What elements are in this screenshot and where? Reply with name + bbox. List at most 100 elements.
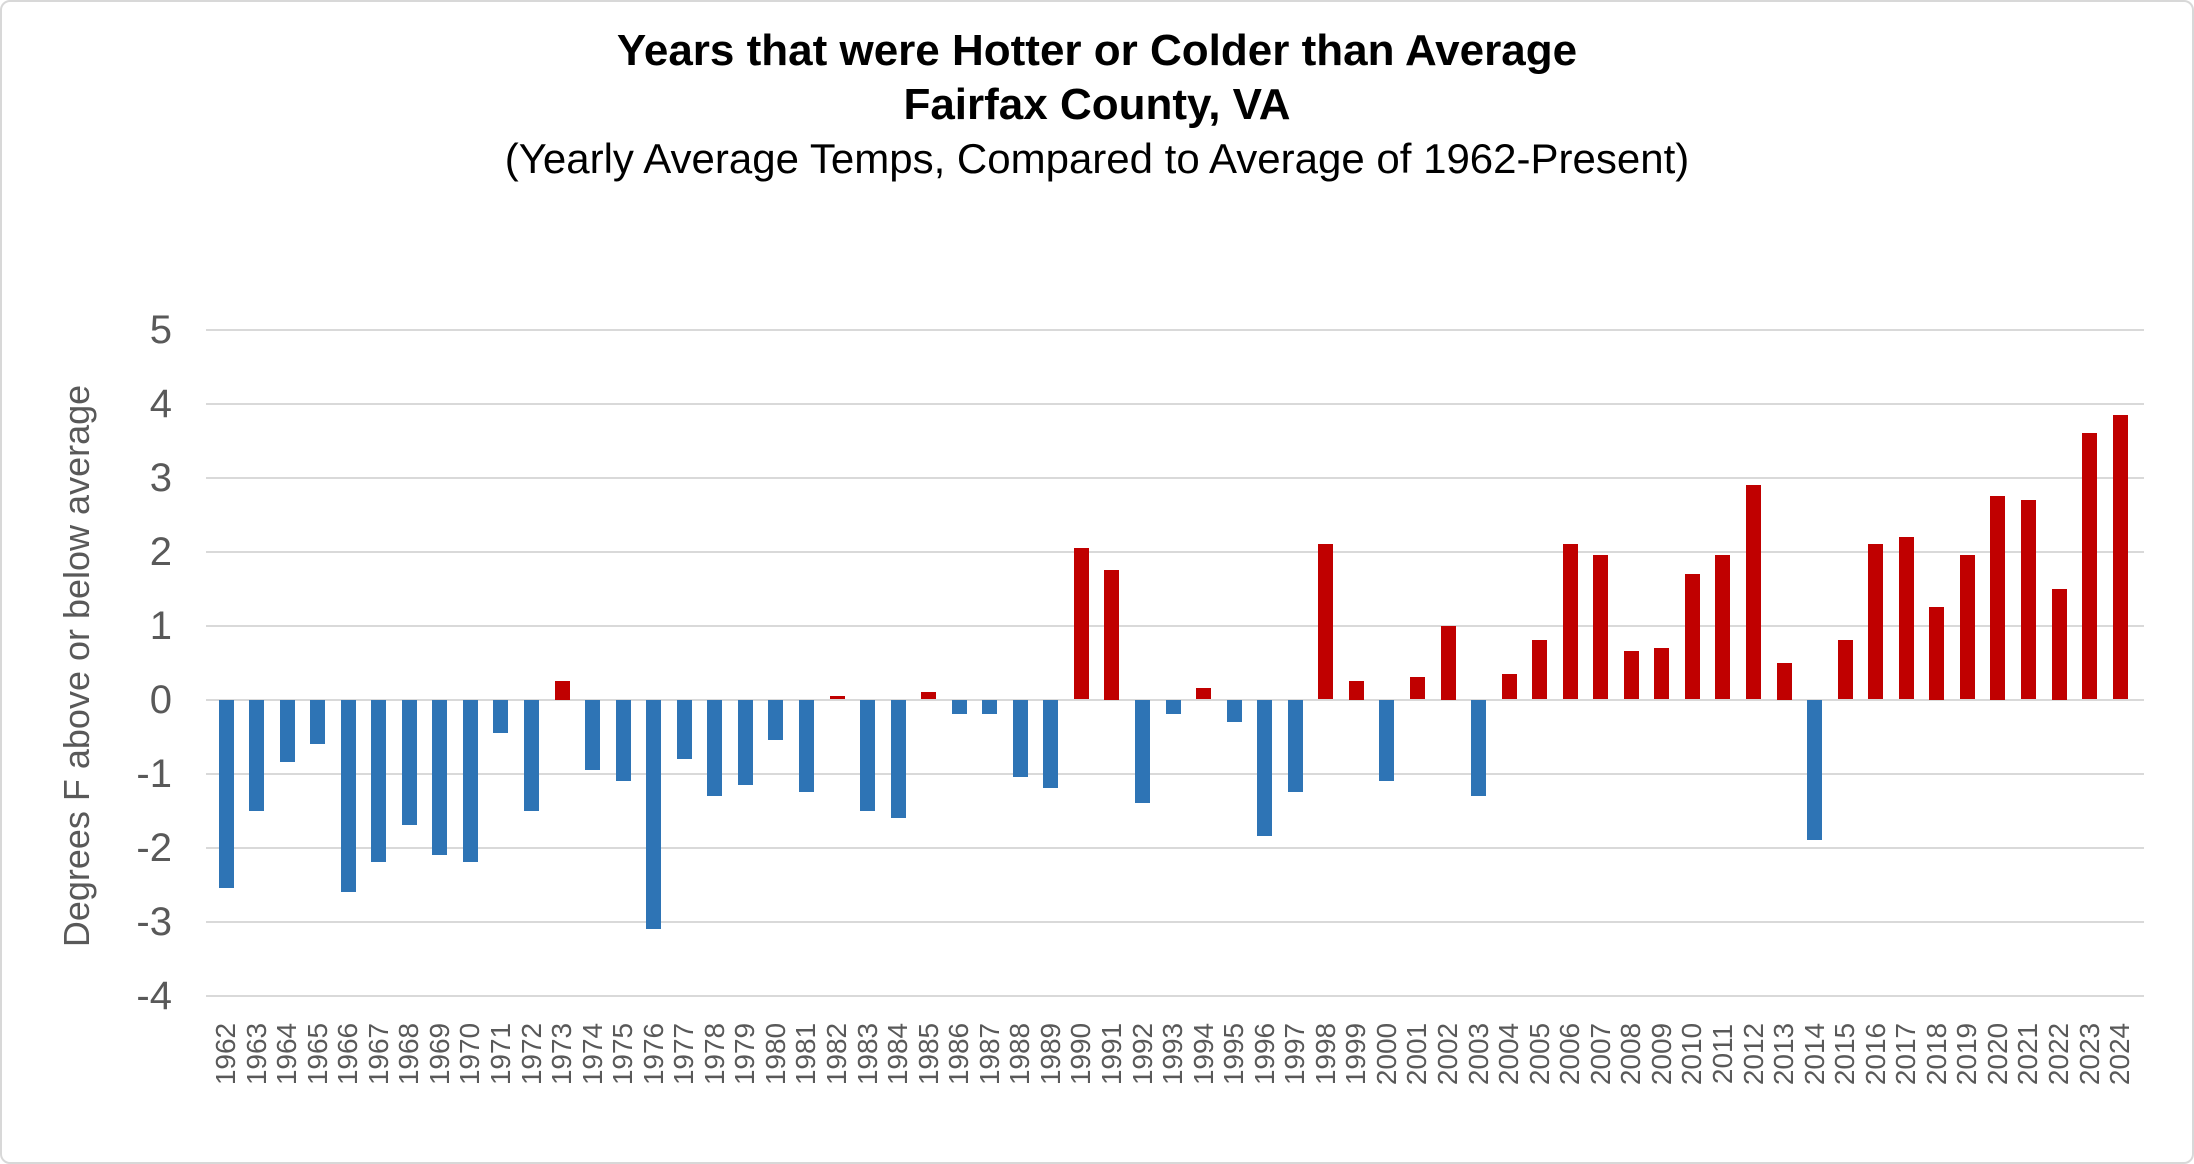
gridline-1 [206,624,2144,627]
x-label-2003: 2003 [1462,1022,1494,1086]
x-label-1986: 1986 [943,1022,975,1086]
y-tick-label-1: 1 [149,603,172,648]
gridline-4 [206,402,2144,405]
x-label-2011: 2011 [1706,1023,1738,1085]
bar-1999 [1348,681,1364,700]
x-label-1972: 1972 [515,1022,547,1086]
x-label-2024: 2024 [2104,1022,2136,1086]
bar-2011 [1715,555,1731,700]
x-label-2020: 2020 [1981,1022,2013,1086]
x-label-1978: 1978 [698,1022,730,1086]
chart-title-line-2: Fairfax County, VA [903,80,1291,129]
x-label-2000: 2000 [1370,1022,1402,1086]
bar-1970 [462,699,478,863]
x-label-2004: 2004 [1493,1022,1525,1086]
gridline-3 [206,476,2144,479]
x-label-1970: 1970 [454,1022,486,1086]
y-tick-label--3: -3 [136,899,172,944]
bar-1982 [829,695,845,700]
bar-1987 [982,699,998,715]
bar-1994 [1196,688,1212,700]
x-label-2022: 2022 [2043,1022,2074,1086]
bar-2020 [1990,496,2006,700]
x-label-1993: 1993 [1157,1022,1189,1086]
bar-2004 [1501,673,1517,700]
x-label-1989: 1989 [1034,1022,1066,1086]
bar-2016 [1868,544,1884,700]
y-tick-label--2: -2 [136,825,172,870]
x-label-1999: 1999 [1340,1022,1372,1086]
bar-1972 [524,699,539,811]
bar-2009 [1654,647,1670,700]
bar-2019 [1959,555,1975,700]
x-label-1965: 1965 [301,1022,333,1086]
bar-1967 [371,699,387,863]
y-tick-label-4: 4 [149,381,172,426]
x-label-2015: 2015 [1829,1022,1861,1086]
x-label-1963: 1963 [240,1022,272,1086]
bar-2018 [1929,607,1945,700]
chart-title-line-1: Years that were Hotter or Colder than Av… [616,26,1578,75]
bar-2005 [1532,640,1548,700]
bar-1992 [1135,699,1150,804]
x-label-1979: 1979 [729,1022,761,1086]
chart-subtitle: (Yearly Average Temps, Compared to Avera… [504,135,1690,182]
x-label-1983: 1983 [851,1022,883,1086]
bar-1979 [737,699,753,785]
x-label-2019: 2019 [1951,1022,1983,1086]
x-label-2021: 2021 [2012,1022,2044,1086]
x-label-1995: 1995 [1218,1022,1250,1086]
bar-1975 [615,699,631,781]
bar-1973 [554,681,570,700]
bar-1986 [951,699,967,715]
bar-2022 [2051,588,2067,700]
bar-1998 [1318,544,1334,700]
x-label-1969: 1969 [423,1022,455,1086]
y-tick-label--4: -4 [136,973,172,1018]
gridline--2 [206,846,2144,849]
x-label-1981: 1981 [790,1022,822,1086]
x-label-1975: 1975 [607,1022,639,1086]
bar-1997 [1287,699,1303,792]
gridline--3 [206,920,2144,923]
bar-1988 [1012,699,1028,778]
bar-2014 [1807,699,1823,841]
bar-1981 [798,699,814,792]
x-label-1985: 1985 [912,1022,944,1086]
x-label-2023: 2023 [2073,1022,2105,1086]
bar-2006 [1562,544,1578,700]
bar-2017 [1898,536,1914,700]
x-label-1990: 1990 [1065,1022,1097,1086]
x-label-1966: 1966 [332,1022,364,1086]
x-label-1964: 1964 [271,1022,303,1086]
bar-1974 [585,699,601,770]
bar-1995 [1226,699,1242,722]
bar-1984 [890,699,906,818]
bar-1971 [493,699,509,733]
bar-2023 [2082,433,2098,700]
bar-2015 [1837,640,1853,700]
gridline--4 [206,994,2144,997]
y-tick-label-3: 3 [149,455,172,500]
x-label-2017: 2017 [1890,1022,1922,1086]
bar-1976 [646,699,662,929]
x-label-1998: 1998 [1309,1022,1341,1086]
bar-2010 [1684,573,1700,700]
bar-1966 [340,699,356,892]
bar-2024 [2112,414,2128,700]
x-label-2008: 2008 [1615,1022,1647,1086]
x-label-1980: 1980 [759,1022,791,1086]
x-label-1992: 1992 [1126,1022,1158,1086]
x-label-1984: 1984 [882,1022,914,1086]
x-label-2016: 2016 [1859,1022,1891,1086]
x-label-2018: 2018 [1920,1022,1952,1086]
bar-1965 [310,699,326,744]
bar-1977 [676,699,692,759]
bar-2008 [1623,651,1639,700]
bar-1964 [279,699,295,763]
x-label-2006: 2006 [1554,1022,1586,1086]
gridline-2 [206,550,2144,553]
bar-1968 [401,699,417,826]
x-label-2001: 2001 [1401,1022,1433,1086]
